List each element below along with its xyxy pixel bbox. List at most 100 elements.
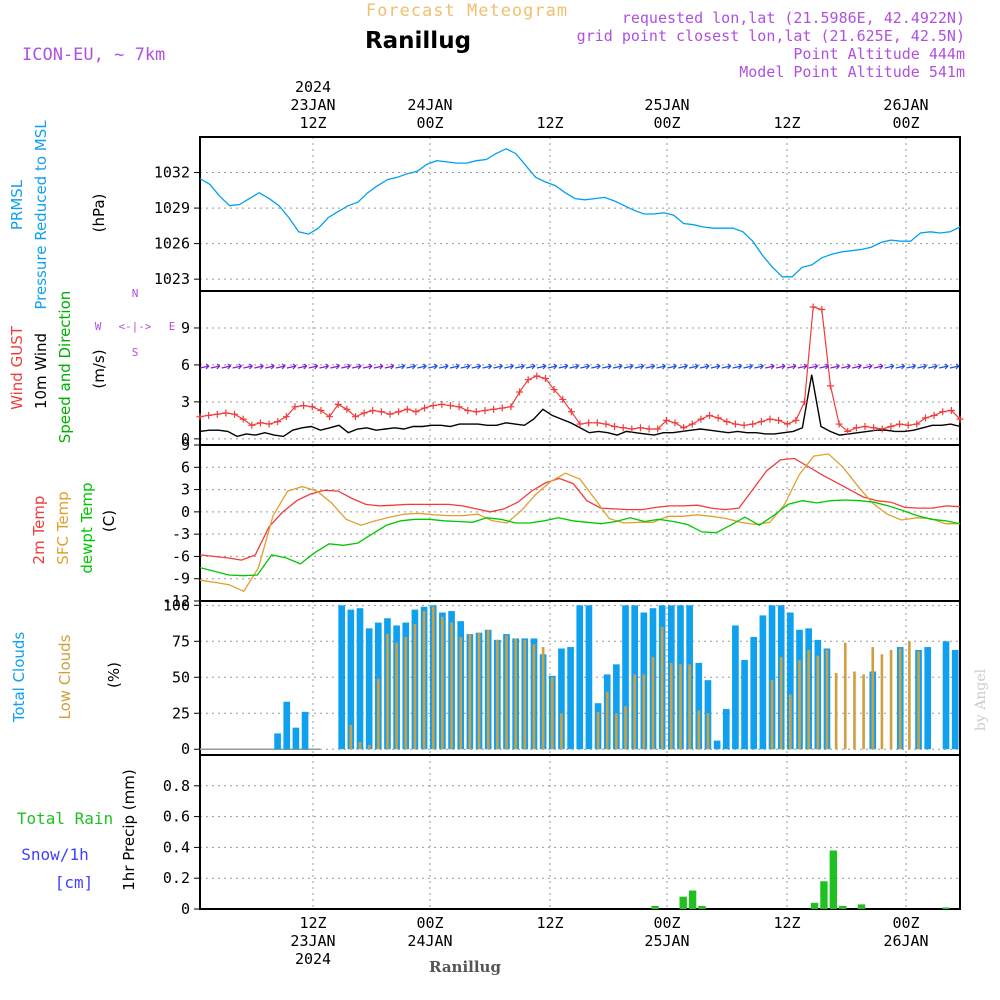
top-time-label: 12Z	[773, 114, 800, 132]
low-cloud-bar	[349, 724, 353, 750]
bottom-time-label: 23JAN	[290, 932, 335, 950]
bottom-time-label: 2024	[295, 950, 331, 968]
gust-marker	[239, 415, 247, 423]
gust-marker	[904, 421, 912, 429]
cloud-unit: (%)	[105, 662, 123, 688]
gust-marker	[507, 403, 515, 411]
gust-marker	[481, 407, 489, 415]
wind-direction-arrow	[286, 363, 297, 370]
low-cloud-bar	[807, 649, 810, 750]
gust-marker	[541, 374, 549, 382]
chart-panels: 10231026102910320369-12-9-6-303690255075…	[154, 136, 964, 918]
gust-marker	[559, 395, 567, 403]
gust-marker	[472, 408, 480, 416]
gust-marker	[749, 420, 757, 428]
gust-marker	[801, 398, 809, 406]
gust-marker	[395, 408, 403, 416]
low-cloud-bar	[853, 671, 856, 750]
temp-unit: (C)	[100, 510, 118, 532]
model-altitude: Model Point Altitude 541m	[739, 63, 965, 81]
low-cloud-bar	[422, 611, 426, 750]
gust-marker	[809, 303, 817, 311]
gust-marker	[757, 418, 765, 426]
gust-marker	[740, 421, 748, 429]
wind-direction-arrow	[341, 363, 351, 370]
gust-marker	[896, 420, 904, 428]
wind-direction-arrow	[319, 363, 329, 370]
wind-direction-arrow	[862, 363, 873, 370]
total-cloud-bar	[301, 711, 309, 750]
gust-marker	[205, 411, 213, 419]
rain-bar	[698, 905, 706, 909]
wind-direction-arrow	[580, 363, 590, 370]
gust-marker	[498, 404, 506, 412]
gust-marker	[213, 410, 221, 418]
wind-direction-arrow	[754, 363, 764, 370]
bottom-time-label: 00Z	[653, 914, 680, 932]
low-clouds-label: Low Clouds	[56, 634, 74, 719]
wind-direction-arrow	[569, 363, 579, 370]
wind-direction-arrow	[406, 363, 416, 370]
y-tick-label: 25	[172, 704, 190, 722]
wind-direction-arrow	[743, 363, 753, 370]
low-cloud-bar	[651, 657, 655, 750]
y-tick-label: -12	[163, 592, 190, 610]
footer-location: Ranillug	[429, 958, 501, 976]
gust-marker	[231, 410, 239, 418]
wind-speed-line	[199, 374, 961, 438]
wind-direction-arrow	[493, 363, 503, 370]
gust-marker	[688, 420, 696, 428]
gust-marker	[861, 423, 869, 431]
gust-marker	[645, 425, 653, 433]
low-cloud-bar	[789, 694, 792, 750]
gust-marker	[343, 405, 351, 413]
wind-direction-arrow	[884, 363, 895, 370]
y-tick-label: 1032	[154, 164, 190, 182]
low-cloud-bar	[889, 649, 893, 750]
wind-direction-arrow	[852, 363, 862, 370]
gust-marker	[723, 418, 731, 426]
rain-bar	[688, 890, 697, 909]
low-cloud-bar	[843, 642, 847, 750]
low-cloud-bar	[605, 691, 609, 750]
low-cloud-bar	[834, 672, 838, 750]
gust-marker	[403, 405, 411, 413]
panel-wind: 0 3 6 9	[181, 290, 961, 448]
gust-marker	[360, 409, 368, 417]
low-cloud-bar	[541, 647, 545, 750]
pressure-label-1: PRMSL	[8, 179, 26, 230]
wind-direction-arrow	[515, 363, 525, 370]
wind-direction-arrow	[841, 363, 851, 370]
gust-marker	[222, 409, 230, 417]
gust-marker	[308, 403, 316, 411]
wind-direction-arrow	[536, 363, 547, 370]
gust-marker	[706, 411, 714, 419]
wind-direction-arrow	[808, 363, 819, 370]
wind-direction-arrow	[819, 363, 829, 370]
low-cloud-bar	[669, 662, 673, 750]
total-cloud-bar	[558, 648, 565, 750]
gust-marker	[533, 372, 541, 380]
y-tick-label: 0.6	[163, 808, 190, 826]
gust-marker	[878, 425, 886, 433]
wind-direction-arrow	[297, 363, 308, 370]
wind-direction-arrow	[558, 363, 569, 370]
y-tick-label: 0	[181, 503, 190, 521]
total-cloud-bar	[365, 628, 373, 750]
y-tick-label: 0.2	[163, 869, 190, 887]
bottom-time-label: 24JAN	[407, 932, 452, 950]
sfc-label: SFC Temp	[54, 491, 72, 564]
wind-direction-arrow	[417, 363, 427, 370]
gust-marker	[939, 408, 947, 416]
gust-marker	[421, 404, 429, 412]
gust-marker	[369, 407, 377, 415]
total-cloud-bar	[274, 733, 281, 750]
y-tick-label: 3	[181, 393, 190, 411]
gust-marker	[464, 407, 472, 415]
wind-direction-arrow	[362, 363, 373, 370]
gust-marker	[317, 407, 325, 415]
wind-direction-arrow	[308, 363, 319, 370]
gust-marker	[282, 413, 290, 421]
